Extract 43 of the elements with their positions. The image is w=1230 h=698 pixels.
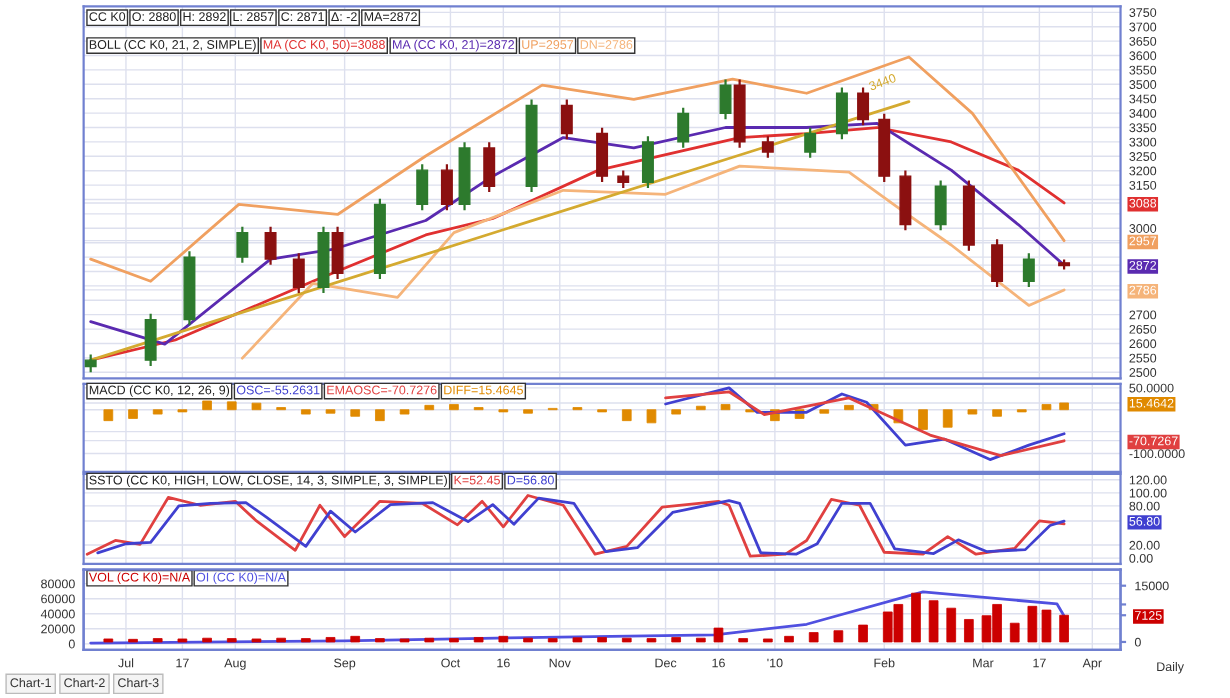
- candlestick: [857, 86, 870, 127]
- bar: [572, 637, 583, 643]
- line-series: [89, 55, 1066, 283]
- bar: [964, 619, 974, 643]
- bar: [671, 637, 681, 643]
- bar: [350, 635, 361, 643]
- bar: [325, 637, 336, 643]
- bar: [1059, 614, 1069, 643]
- candlestick: [560, 98, 573, 141]
- candlestick: [934, 179, 947, 232]
- candlestick: [292, 252, 305, 295]
- bar: [473, 637, 484, 643]
- candlestick: [761, 135, 774, 159]
- candlestick: [835, 86, 848, 141]
- bar: [946, 607, 957, 643]
- bar: [1041, 609, 1052, 643]
- bar: [784, 635, 794, 643]
- candlestick: [236, 225, 249, 264]
- bar: [1009, 622, 1020, 643]
- candlestick: [440, 163, 453, 212]
- candlestick: [1022, 252, 1035, 289]
- bar: [1027, 605, 1038, 643]
- line-series: [240, 164, 1066, 360]
- candlestick: [991, 238, 1004, 289]
- candlestick: [804, 126, 817, 159]
- bar: [858, 624, 868, 643]
- candlestick: [144, 312, 157, 368]
- candlestick: [677, 106, 690, 149]
- candlestick: [483, 141, 496, 194]
- bar: [808, 632, 819, 643]
- bar: [928, 600, 939, 643]
- candlestick: [596, 126, 609, 184]
- candlestick: [416, 163, 429, 212]
- candlestick: [264, 225, 277, 266]
- candlestick: [641, 135, 654, 190]
- bar: [911, 592, 921, 643]
- bar: [713, 627, 724, 643]
- bar: [597, 637, 607, 643]
- candlestick: [331, 225, 344, 281]
- bar: [498, 635, 509, 643]
- line-series: [89, 590, 1066, 645]
- bar: [833, 630, 844, 643]
- candlestick: [719, 78, 732, 121]
